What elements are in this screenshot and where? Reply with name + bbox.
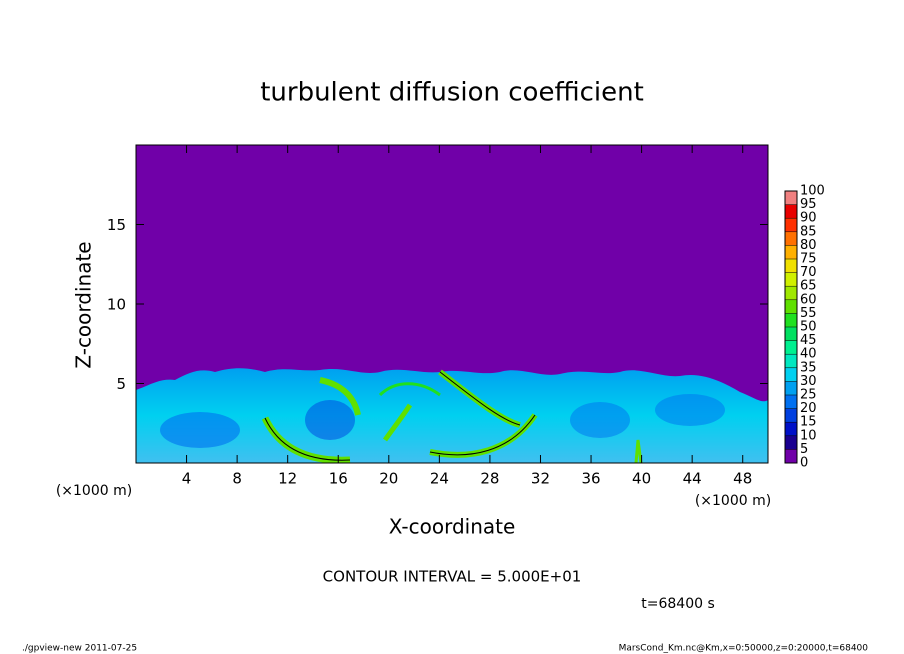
- colorbar-bin: [785, 313, 797, 327]
- x-tick-label: 28: [480, 470, 499, 488]
- colorbar-bin: [785, 272, 797, 287]
- footer-left: ./gpview-new 2011-07-25: [22, 644, 137, 654]
- colorbar-label: 85: [800, 224, 817, 239]
- time-label: t=68400 s: [641, 596, 715, 612]
- colorbar-label: 100: [800, 184, 825, 199]
- colorbar-bin: [785, 204, 797, 219]
- contour-interval: CONTOUR INTERVAL = 5.000E+01: [323, 568, 582, 586]
- y-tick-label: 5: [116, 375, 126, 393]
- footer-right: MarsCond_Km.nc@Km,x=0:50000,z=0:20000,t=…: [619, 644, 869, 654]
- colorbar-label: 20: [800, 401, 817, 416]
- colorbar-label: 25: [800, 388, 817, 403]
- x-tick-label: 32: [531, 470, 550, 488]
- colorbar-label: 35: [800, 360, 817, 375]
- colorbar-label: 65: [800, 279, 817, 294]
- colorbar-bin: [785, 340, 797, 355]
- turbulent-layer: [136, 368, 768, 463]
- y-tick-label: 10: [107, 296, 126, 314]
- colorbar-label: 95: [800, 197, 817, 212]
- y-tick-label: 15: [107, 216, 126, 234]
- colorbar-bin: [785, 231, 797, 246]
- colorbar-label: 5: [800, 442, 808, 457]
- colorbar-bin: [785, 367, 797, 382]
- colorbar-bin: [785, 245, 797, 259]
- colorbar-bin: [785, 381, 797, 395]
- colorbar-label: 60: [800, 292, 817, 307]
- x-tick-label: 4: [182, 470, 192, 488]
- colorbar-label: 75: [800, 252, 817, 267]
- x-tick-label: 48: [733, 470, 752, 488]
- colorbar-label: 40: [800, 347, 817, 362]
- colorbar-label: 50: [800, 320, 817, 335]
- y-axis-label: Z-coordinate: [72, 241, 96, 368]
- colorbar-bin: [785, 191, 797, 205]
- colorbar-label: 15: [800, 415, 817, 430]
- x-tick-label: 16: [329, 470, 348, 488]
- colorbar-label: 45: [800, 333, 817, 348]
- colorbar-label: 55: [800, 306, 817, 321]
- colorbar-bin: [785, 327, 797, 341]
- colorbar-label: 10: [800, 428, 817, 443]
- x-tick-label: 44: [683, 470, 702, 488]
- colorbar-bin: [785, 435, 797, 450]
- x-unit-label: (×1000 m): [56, 483, 132, 499]
- x-tick-label: 24: [430, 470, 449, 488]
- colorbar-bin: [785, 449, 797, 463]
- x-tick-label: 8: [232, 470, 242, 488]
- x-axis-label: X-coordinate: [389, 515, 516, 539]
- x-tick-label: 12: [278, 470, 297, 488]
- colorbar-bin: [785, 259, 797, 273]
- colorbar-bin: [785, 422, 797, 436]
- colorbar-bin: [785, 286, 797, 300]
- colorbar-bin: [785, 299, 797, 314]
- colorbar-label: 0: [800, 456, 808, 471]
- colorbar-bin: [785, 354, 797, 368]
- x-tick-label: 20: [379, 470, 398, 488]
- colorbar-label: 70: [800, 265, 817, 280]
- x-unit-label: (×1000 m): [695, 493, 771, 509]
- colorbar-bin: [785, 408, 797, 423]
- x-tick-label: 36: [581, 470, 600, 488]
- x-tick-label: 40: [632, 470, 651, 488]
- colorbar-bin: [785, 218, 797, 232]
- colorbar-label: 80: [800, 238, 817, 253]
- colorbar-label: 30: [800, 374, 817, 389]
- colorbar-bin: [785, 395, 797, 409]
- colorbar-label: 90: [800, 211, 817, 226]
- chart-title: turbulent diffusion coefficient: [260, 78, 644, 108]
